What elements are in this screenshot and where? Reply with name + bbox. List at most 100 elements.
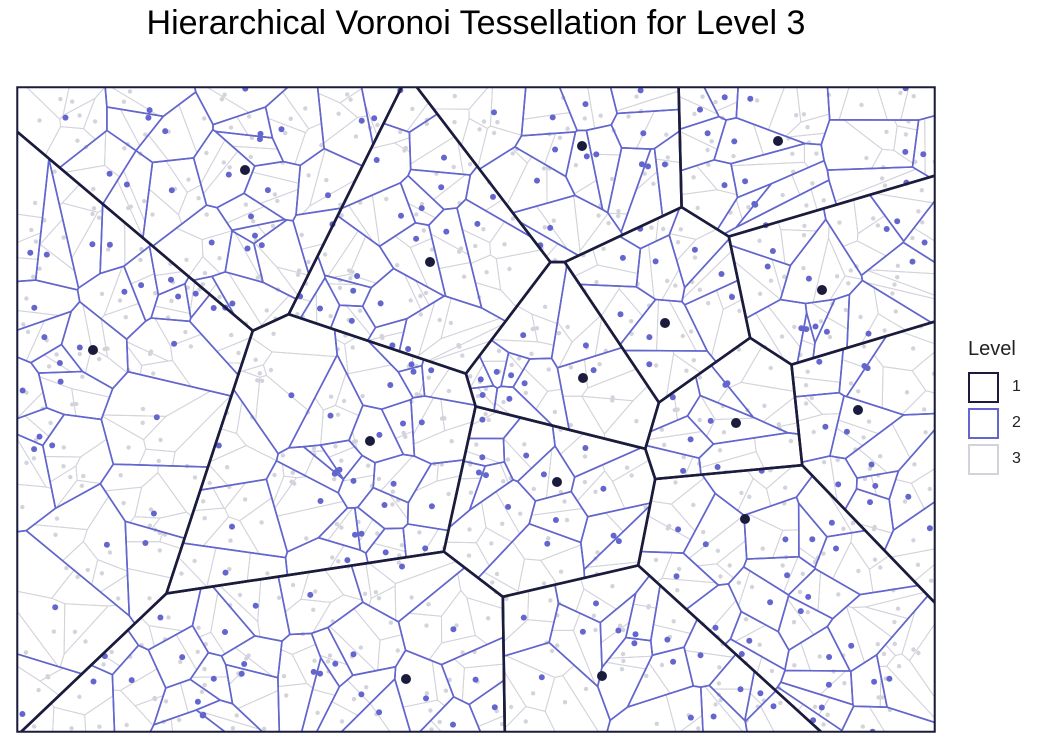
level-2-cell <box>292 207 343 277</box>
level-2-cell <box>440 636 505 706</box>
level-2-cell <box>199 387 280 492</box>
level-3-point <box>219 97 225 102</box>
level-2-point <box>782 536 789 543</box>
level-3-cell <box>316 700 359 732</box>
level-2-point <box>664 636 671 643</box>
level-2-seed-points <box>19 87 933 732</box>
level-3-point <box>333 444 338 449</box>
level-3-point <box>718 698 723 703</box>
level-3-cell <box>409 135 465 175</box>
level-2-cell <box>502 641 612 732</box>
level-3-cell <box>277 571 310 613</box>
level-3-cell <box>465 437 505 464</box>
level-3-cell <box>394 222 433 249</box>
level-3-cell <box>784 642 812 672</box>
level-2-cell <box>490 261 568 360</box>
level-3-cell <box>416 87 489 110</box>
level-3-cell <box>774 686 804 712</box>
level-3-point <box>629 319 634 324</box>
level-3-point <box>199 689 205 694</box>
level-3-cell <box>17 530 75 599</box>
level-3-point <box>158 437 163 443</box>
level-3-point <box>680 333 685 339</box>
level-3-point <box>927 486 932 492</box>
level-2-point <box>474 220 481 227</box>
level-2-cell <box>742 555 817 596</box>
level-3-point <box>866 419 872 424</box>
level-3-point <box>568 365 574 370</box>
level-3-point <box>624 465 630 470</box>
level-3-point <box>346 268 352 273</box>
level-2-point <box>619 254 626 261</box>
level-3-cell <box>888 478 926 532</box>
level-2-point <box>828 519 835 526</box>
level-3-point <box>843 307 848 313</box>
level-3-point <box>802 223 807 229</box>
level-3-point <box>74 401 79 407</box>
level-3-point <box>673 283 678 288</box>
level-3-cell <box>317 87 363 104</box>
level-3-point <box>105 346 110 351</box>
level-3-point <box>736 580 741 585</box>
level-3-point <box>768 278 774 283</box>
level-3-cell <box>64 164 121 205</box>
level-3-point <box>271 331 276 336</box>
level-1-cell <box>562 205 752 405</box>
level-3-point <box>481 227 486 232</box>
level-2-point <box>418 419 425 426</box>
level-3-point <box>339 458 344 463</box>
level-3-cell <box>265 91 310 134</box>
level-3-cell <box>100 415 147 466</box>
level-3-point <box>916 650 921 656</box>
level-2-cell <box>124 520 186 625</box>
level-2-point <box>27 249 34 256</box>
level-3-point <box>776 422 781 427</box>
legend-label-level-3: 3 <box>1012 450 1021 467</box>
level-3-point <box>192 475 198 480</box>
level-3-point <box>505 457 511 462</box>
level-2-point <box>142 540 149 546</box>
level-2-point <box>146 107 153 114</box>
level-2-point <box>805 275 812 282</box>
level-3-cell <box>394 560 466 623</box>
level-3-cell <box>100 317 129 374</box>
level-3-point <box>188 344 194 349</box>
level-2-point <box>590 367 597 374</box>
level-3-point <box>153 291 158 296</box>
level-3-point <box>619 667 625 672</box>
level-3-cell <box>112 689 154 732</box>
level-3-point <box>315 710 320 715</box>
level-3-point <box>691 502 696 508</box>
level-3-cell <box>468 87 494 130</box>
level-3-point <box>429 247 435 252</box>
level-3-point <box>573 163 579 168</box>
level-3-point <box>204 212 209 217</box>
level-2-point <box>710 713 717 720</box>
level-3-point <box>312 658 317 663</box>
level-3-cell <box>899 320 935 345</box>
level-2-point <box>317 670 324 677</box>
level-2-point <box>350 287 357 294</box>
level-3-point <box>546 367 551 372</box>
level-3-point <box>45 674 50 679</box>
level-3-cell <box>32 483 110 531</box>
level-3-point <box>99 571 105 576</box>
level-3-cell <box>780 229 818 267</box>
level-2-point <box>49 442 56 449</box>
level-2-point <box>252 232 258 239</box>
level-2-point <box>721 94 728 101</box>
level-3-point <box>272 192 278 197</box>
level-3-cell <box>590 153 621 214</box>
level-3-point <box>96 215 102 220</box>
level-3-point <box>37 266 42 271</box>
level-3-cell <box>895 428 935 484</box>
level-3-point <box>97 724 102 729</box>
level-2-point <box>331 470 338 477</box>
level-3-point <box>617 623 623 628</box>
level-1-cell <box>643 336 804 481</box>
level-2-point <box>738 651 745 657</box>
legend-key-level-2 <box>968 407 999 439</box>
level-3-point <box>121 99 127 104</box>
level-2-point <box>244 245 251 252</box>
level-2-point <box>646 334 653 341</box>
